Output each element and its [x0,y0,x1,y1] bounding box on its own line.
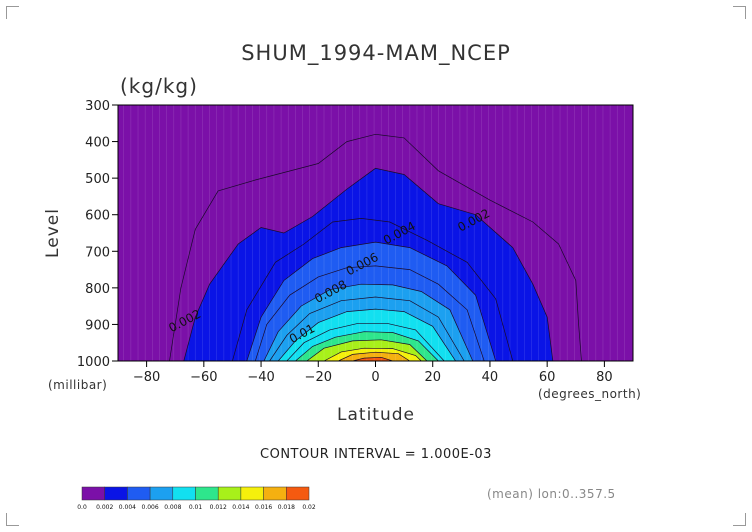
colorbar-swatch [195,486,219,501]
colorbar-label: 0.01 [189,504,203,511]
x-tick-label: −40 [247,370,274,385]
plot-area [118,105,633,361]
colorbar-swatch [286,486,310,501]
contour-line-0.006 [263,283,474,361]
y-tick-label: 500 [85,172,110,187]
contour-line-0.002 [183,167,554,361]
x-tick-label: 80 [596,370,613,385]
x-unit-label: (degrees_north) [538,387,641,401]
y-axis-ticks: 300 400 500 600 700 800 900 1000 [77,99,118,370]
contour-line-0.009 [286,322,445,361]
footer-text: (mean) lon:0..357.5 [487,487,616,501]
colorbar-label: 0.016 [255,504,272,511]
contour-interval-text: CONTOUR INTERVAL = 1.000E-03 [260,447,492,462]
contour-line-0.003 [232,218,514,361]
contour-line-0.014 [323,347,422,361]
units-label: (kg/kg) [120,74,198,98]
colorbar-swatch [263,486,287,501]
colorbar-label: 0.018 [278,504,295,511]
contour-line-0.016 [338,351,410,361]
contour-line-0.005 [254,265,485,361]
x-tick-label: −80 [133,370,160,385]
colorbar-swatch [149,486,174,501]
colorbar-label: 0.002 [96,504,113,511]
colorbar-label: 0.0 [77,504,87,511]
contour-fill-0.018 [352,357,393,361]
colorbar-swatch [81,486,105,501]
colorbar-label: 0.008 [164,504,181,511]
contour-line-0.007 [269,296,465,361]
y-tick-label: 600 [85,209,110,224]
x-axis-ticks: −80 −60 −40 −20 0 20 40 60 80 [133,361,613,385]
contour-lines [169,133,582,361]
y-tick-label: 300 [85,99,110,114]
y-tick-label: 700 [85,245,110,260]
crop-mark-bottom-right [733,513,746,526]
y-tick-label: 1000 [77,355,110,370]
contour-line-0.01 [295,331,439,361]
x-tick-label: −20 [305,370,332,385]
colorbar-label: 0.012 [210,504,227,511]
colorbar-swatch [217,486,242,501]
contour-line-0.001 [169,133,582,361]
x-axis-label: Latitude [337,405,415,425]
y-tick-label: 900 [85,318,110,333]
colorbar-label: 0.02 [302,504,316,511]
colorbar: 0.0 0.002 0.004 0.006 0.008 0.01 0.012 0.014 0.0… [77,486,316,511]
x-tick-label: −60 [190,370,217,385]
y-tick-label: 400 [85,136,110,151]
colorbar-swatch [127,486,151,501]
crop-mark-top-right [733,6,746,19]
x-tick-label: 20 [424,370,441,385]
contour-line-0.008 [277,308,456,361]
longitude-grid-lines [123,105,625,361]
x-tick-label: 60 [539,370,556,385]
x-tick-label: 0 [371,370,379,385]
crop-mark-top-left [6,6,19,19]
chart-title: SHUM_1994-MAM_NCEP [241,41,511,66]
contour-line-0.012 [306,339,428,361]
y-axis-label: Level [43,208,63,258]
contour-line-0.018 [352,356,393,361]
y-tick-label: 800 [85,282,110,297]
colorbar-swatch [104,486,128,501]
colorbar-label: 0.006 [142,504,159,511]
contour-line-0.004 [246,241,497,361]
colorbar-label: 0.004 [119,504,136,511]
colorbar-swatch [172,486,196,501]
y-unit-label: (millibar) [48,378,107,392]
colorbar-swatch [240,486,264,501]
x-tick-label: 40 [482,370,499,385]
colorbar-label: 0.014 [232,504,249,511]
crop-mark-bottom-left [6,513,19,526]
contour-fills [183,168,553,361]
